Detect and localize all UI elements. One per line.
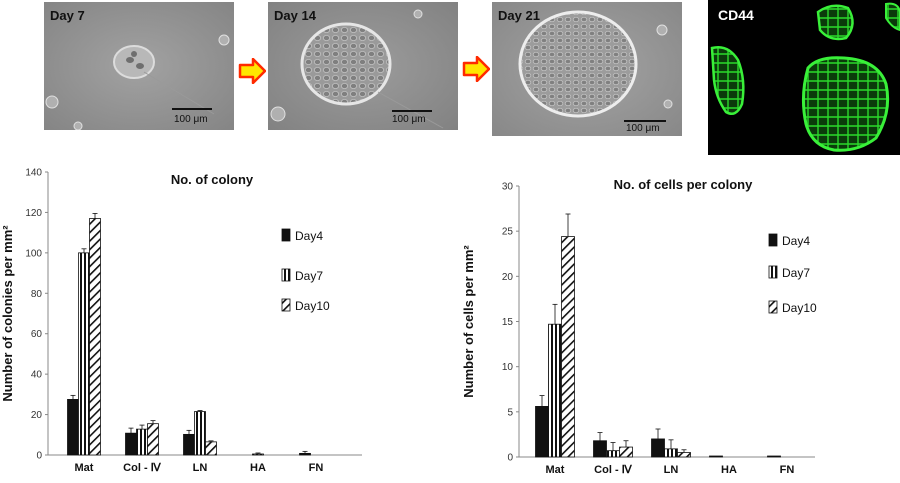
bar-day10 [619, 446, 633, 458]
scale-bar [624, 120, 666, 122]
scale-bar-label: 100 μm [174, 114, 208, 125]
bar-day4 [67, 399, 79, 456]
bar-day4 [183, 433, 195, 456]
scale-bar [172, 108, 212, 110]
day7-image [44, 2, 234, 130]
x-tick-label: FN [780, 464, 795, 476]
cd44-image [708, 0, 900, 155]
bar-day10 [561, 236, 575, 458]
y-tick-label: 20 [31, 410, 43, 421]
bar-day10 [147, 423, 159, 456]
x-tick-label: Col - Ⅳ [594, 464, 632, 476]
arrow-right-icon [462, 56, 490, 82]
y-axis-label: Number of colonies per mm² [0, 225, 15, 402]
day21-image [492, 2, 682, 136]
cells-per-colony-chart: No. of cells per colony 0 5 10 15 20 25 30 Numbe… [455, 170, 900, 478]
y-tick-label: 40 [31, 370, 43, 381]
scale-bar [392, 110, 432, 112]
chart-title: No. of cells per colony [614, 177, 753, 192]
legend-label: Day10 [782, 301, 817, 315]
scale-bar-label: 100 μm [392, 114, 426, 125]
x-tick-label: HA [250, 462, 266, 474]
y-tick-label: 20 [502, 272, 514, 283]
y-axis-label: Number of cells per mm² [461, 245, 476, 398]
legend-label: Day7 [295, 269, 323, 283]
bar-day7 [252, 453, 264, 456]
y-tick-label: 60 [31, 329, 43, 340]
colony-count-chart-svg: No. of colony 0 20 40 60 80 100 120 140 Number of… [0, 168, 362, 474]
bar-day7 [136, 428, 148, 456]
x-tick-label: FN [309, 462, 324, 474]
legend-swatch [281, 228, 291, 242]
y-tick-label: 0 [36, 451, 42, 462]
x-tick-label: LN [193, 462, 208, 474]
fluorescence-cd44: CD44 [708, 0, 900, 155]
y-tick-label: 120 [25, 208, 42, 219]
colony-count-chart: No. of colony 0 20 40 60 80 100 120 140 Number of… [0, 160, 450, 478]
bar-day4 [299, 452, 311, 456]
bar-day4 [125, 432, 137, 456]
bar-day4 [767, 455, 781, 458]
bar-day4 [651, 438, 665, 458]
bar-day10 [205, 441, 217, 456]
legend-swatch [281, 298, 291, 312]
arrow-right-icon [238, 58, 266, 84]
micrograph-day-label: Day 14 [274, 8, 316, 23]
legend-label: Day4 [782, 234, 810, 248]
bar-day7 [664, 448, 678, 458]
chart-title: No. of colony [171, 172, 254, 187]
bar-day7 [606, 450, 620, 458]
y-tick-label: 15 [502, 317, 514, 328]
bar-day4 [593, 440, 607, 458]
x-tick-label: Col - Ⅳ [123, 462, 161, 474]
x-tick-label: LN [664, 464, 679, 476]
bar-day7 [78, 252, 90, 456]
x-tick-label: HA [721, 464, 737, 476]
y-tick-label: 0 [507, 453, 513, 464]
y-tick-label: 100 [25, 248, 42, 259]
y-tick-label: 10 [502, 362, 514, 373]
y-tick-label: 140 [25, 168, 42, 179]
micrograph-day-label: Day 7 [50, 8, 85, 23]
bar-day10 [677, 452, 691, 458]
cd44-label: CD44 [718, 7, 754, 23]
y-tick-label: 30 [502, 182, 514, 193]
x-tick-label: Mat [546, 464, 565, 476]
cells-per-colony-chart-svg: No. of cells per colony 0 5 10 15 20 25 30 Numbe… [461, 177, 817, 476]
micrograph-day14: Day 14 100 μm [268, 2, 458, 130]
micrograph-day21: Day 21 100 μm [492, 2, 682, 136]
legend-swatch [768, 265, 778, 279]
legend-swatch [768, 300, 778, 314]
x-tick-label: Mat [75, 462, 94, 474]
legend-label: Day4 [295, 229, 323, 243]
legend-swatch [768, 233, 778, 247]
day14-image [268, 2, 458, 130]
legend-label: Day10 [295, 299, 330, 313]
micrograph-day7: Day 7 100 μm [44, 2, 234, 130]
bar-day4 [709, 455, 723, 458]
micrograph-day-label: Day 21 [498, 8, 540, 23]
y-tick-label: 25 [502, 227, 514, 238]
legend-swatch [281, 268, 291, 282]
y-tick-label: 80 [31, 289, 43, 300]
bar-day7 [194, 411, 206, 456]
y-tick-label: 5 [507, 407, 513, 418]
bar-day4 [535, 406, 549, 458]
bar-day10 [89, 218, 101, 456]
bar-day7 [548, 323, 562, 458]
scale-bar-label: 100 μm [626, 123, 660, 134]
legend-label: Day7 [782, 266, 810, 280]
